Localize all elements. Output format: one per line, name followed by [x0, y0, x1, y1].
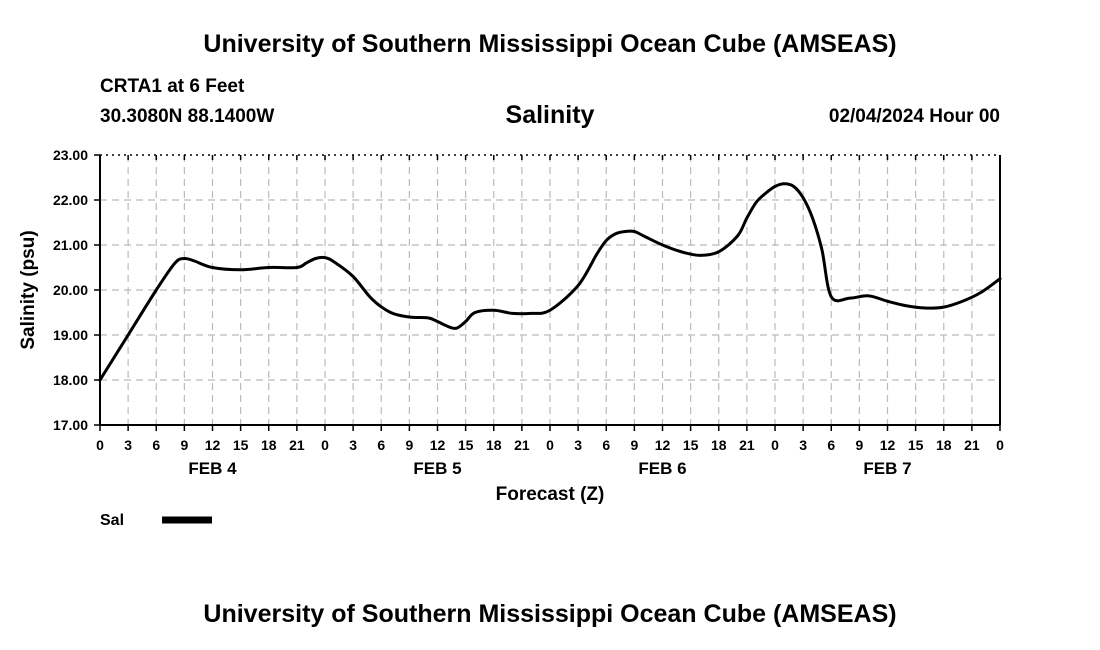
x-tick-label: 12	[655, 437, 671, 453]
axes: 17.00 18.00 19.00 20.00 21.00 22.00 23.00 0 3 6 9 1…	[18, 147, 1004, 505]
y-axis-title: Salinity (psu)	[18, 230, 39, 349]
series-line-sal	[98, 182, 1002, 382]
x-tick-label: 21	[289, 437, 305, 453]
y-tick-label: 20.00	[53, 282, 88, 298]
x-tick-label: 21	[739, 437, 755, 453]
legend-label: Sal	[100, 512, 124, 529]
series-layer	[98, 182, 1002, 382]
day-label: FEB 4	[188, 459, 237, 478]
y-tick-label: 17.00	[53, 417, 88, 433]
legend: Sal	[100, 512, 212, 529]
x-tick-label: 15	[233, 437, 249, 453]
station-label: CRTA1 at 6 Feet	[100, 76, 245, 97]
x-tick-label: 9	[405, 437, 413, 453]
x-tick-label: 18	[711, 437, 727, 453]
chart-title: Salinity	[505, 101, 595, 129]
x-tick-label: 0	[546, 437, 554, 453]
x-tick-label: 6	[602, 437, 610, 453]
x-tick-label: 15	[908, 437, 924, 453]
x-tick-label: 18	[936, 437, 952, 453]
x-tick-label: 9	[630, 437, 638, 453]
y-tick-label: 21.00	[53, 237, 88, 253]
day-label: FEB 7	[863, 459, 911, 478]
y-tick-label: 23.00	[53, 147, 88, 163]
x-tick-label: 3	[349, 437, 357, 453]
x-tick-label: 6	[377, 437, 385, 453]
y-tick-label: 18.00	[53, 372, 88, 388]
day-label: FEB 5	[413, 459, 461, 478]
forecast-date: 02/04/2024 Hour 00	[828, 106, 1000, 127]
x-tick-label: 9	[180, 437, 188, 453]
x-tick-label: 0	[996, 437, 1004, 453]
y-tick-label: 22.00	[53, 192, 88, 208]
x-tick-label: 15	[683, 437, 699, 453]
x-tick-label: 0	[771, 437, 779, 453]
x-tick-label: 12	[880, 437, 896, 453]
page-title: University of Southern Mississippi Ocean…	[203, 30, 897, 58]
footer-title: University of Southern Mississippi Ocean…	[203, 600, 897, 628]
x-tick-label: 3	[124, 437, 132, 453]
day-label: FEB 6	[638, 459, 686, 478]
x-tick-label: 6	[152, 437, 160, 453]
x-tick-label: 21	[964, 437, 980, 453]
x-tick-label: 18	[486, 437, 502, 453]
x-axis-title: Forecast (Z)	[496, 484, 605, 505]
grid	[100, 154, 1000, 426]
x-tick-label: 3	[799, 437, 807, 453]
x-tick-label: 0	[96, 437, 104, 453]
salinity-chart: 17.00 18.00 19.00 20.00 21.00 22.00 23.00 0 3 6 9 1…	[18, 147, 1004, 529]
x-tick-label: 15	[458, 437, 474, 453]
x-tick-label: 12	[205, 437, 221, 453]
x-tick-label: 12	[430, 437, 446, 453]
station-coordinates: 30.3080N 88.1400W	[100, 106, 275, 127]
x-tick-label: 21	[514, 437, 530, 453]
x-tick-label: 3	[574, 437, 582, 453]
y-tick-label: 19.00	[53, 327, 88, 343]
x-tick-label: 6	[827, 437, 835, 453]
x-tick-label: 18	[261, 437, 277, 453]
x-tick-label: 0	[321, 437, 329, 453]
x-tick-label: 9	[855, 437, 863, 453]
